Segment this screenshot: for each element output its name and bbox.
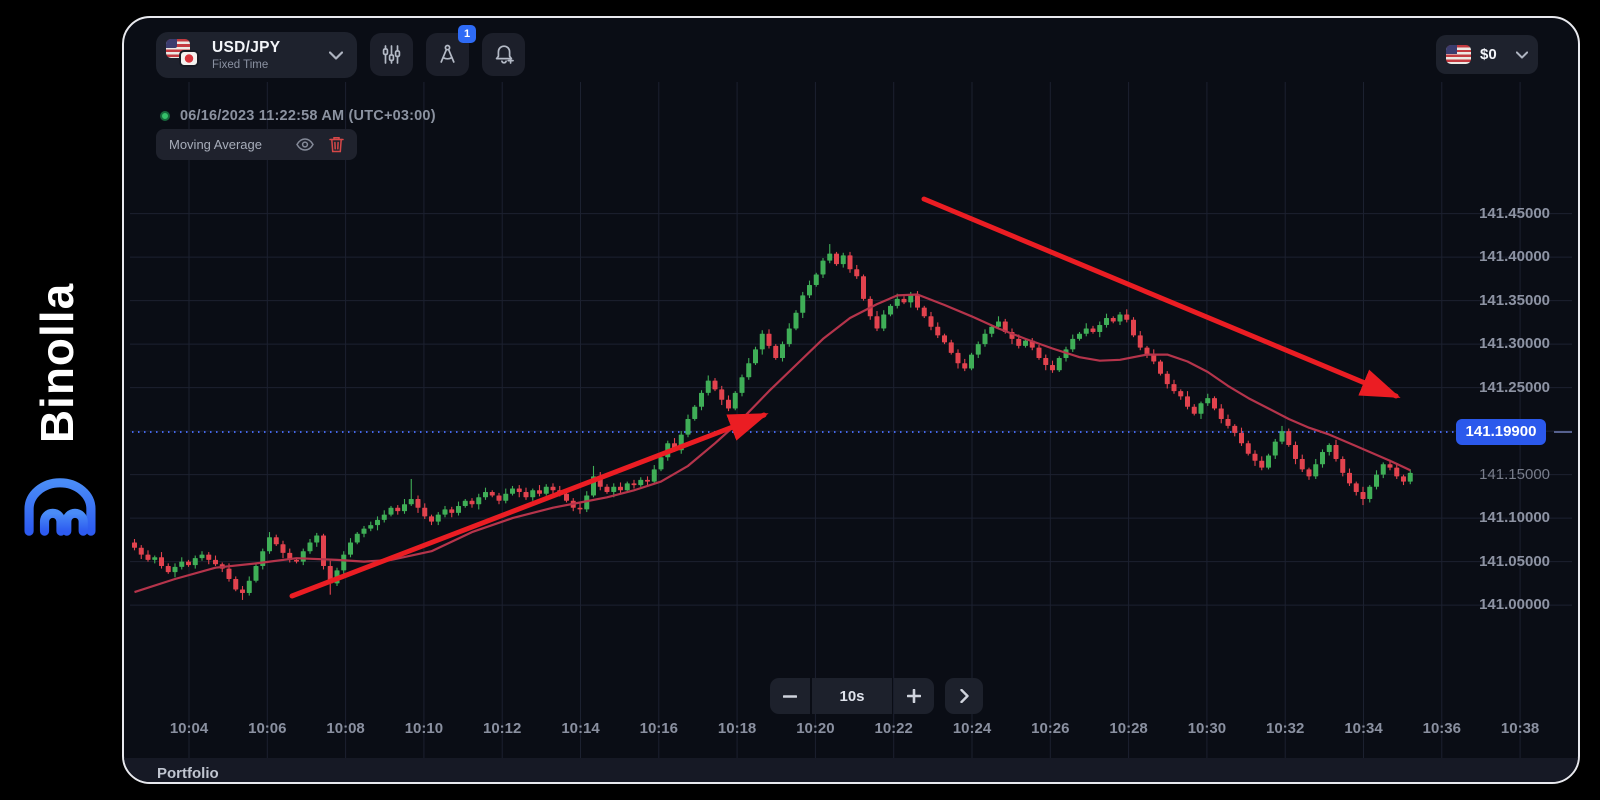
drawing-tools-button[interactable]: 1	[426, 25, 476, 76]
chart-datetime: 06/16/2023 11:22:58 AM (UTC+03:00)	[180, 108, 436, 124]
bell-plus-icon	[495, 44, 514, 64]
brand-logo-icon	[24, 478, 96, 536]
timeframe-decrease-button[interactable]	[770, 678, 810, 714]
trash-icon	[329, 137, 344, 153]
timeframe-value[interactable]: 10s	[812, 678, 892, 714]
usdjpy-flags-icon	[166, 38, 204, 72]
status-row: 06/16/2023 11:22:58 AM (UTC+03:00)	[160, 108, 436, 124]
brand-name: Binolla	[31, 282, 83, 444]
toggle-visibility-button[interactable]	[296, 138, 314, 151]
compass-icon	[440, 44, 455, 63]
plus-icon	[907, 689, 921, 703]
timeframe-controls: 10s	[770, 678, 934, 714]
downtrend-arrow	[921, 196, 1401, 399]
remove-indicator-button[interactable]	[329, 136, 344, 153]
chevron-down-icon	[329, 50, 343, 60]
chevron-right-icon	[959, 689, 969, 703]
eye-icon	[296, 138, 314, 151]
jump-to-latest-button[interactable]	[945, 678, 983, 714]
indicators-button[interactable]	[370, 33, 413, 76]
portfolio-section[interactable]: Portfolio	[124, 758, 1578, 782]
brand-sidebar: Binolla	[0, 0, 122, 800]
chevron-down-icon	[1516, 50, 1528, 59]
balance-selector[interactable]: $0	[1436, 35, 1538, 74]
minus-icon	[783, 694, 797, 698]
account-flag-icon	[1446, 45, 1471, 64]
timeframe-increase-button[interactable]	[894, 678, 934, 714]
symbol-mode: Fixed Time	[212, 59, 269, 71]
drawing-count-badge: 1	[458, 25, 476, 43]
indicator-label: Moving Average	[169, 137, 262, 152]
balance-amount: $0	[1480, 46, 1497, 63]
uptrend-arrow	[289, 412, 769, 599]
price-chart[interactable]	[124, 18, 1578, 782]
symbol-pair: USD/JPY	[212, 39, 281, 56]
alerts-button[interactable]	[482, 33, 525, 76]
portfolio-label: Portfolio	[157, 765, 219, 782]
jp-flag-icon	[179, 50, 199, 67]
indicator-chip-moving-average: Moving Average	[156, 129, 357, 160]
live-status-dot-icon	[160, 111, 170, 121]
symbol-selector[interactable]: USD/JPY Fixed Time	[156, 32, 357, 78]
indicators-icon	[382, 45, 401, 64]
chart-panel: 141.45000 141.40000 141.35000 141.30000 141.…	[122, 16, 1580, 784]
